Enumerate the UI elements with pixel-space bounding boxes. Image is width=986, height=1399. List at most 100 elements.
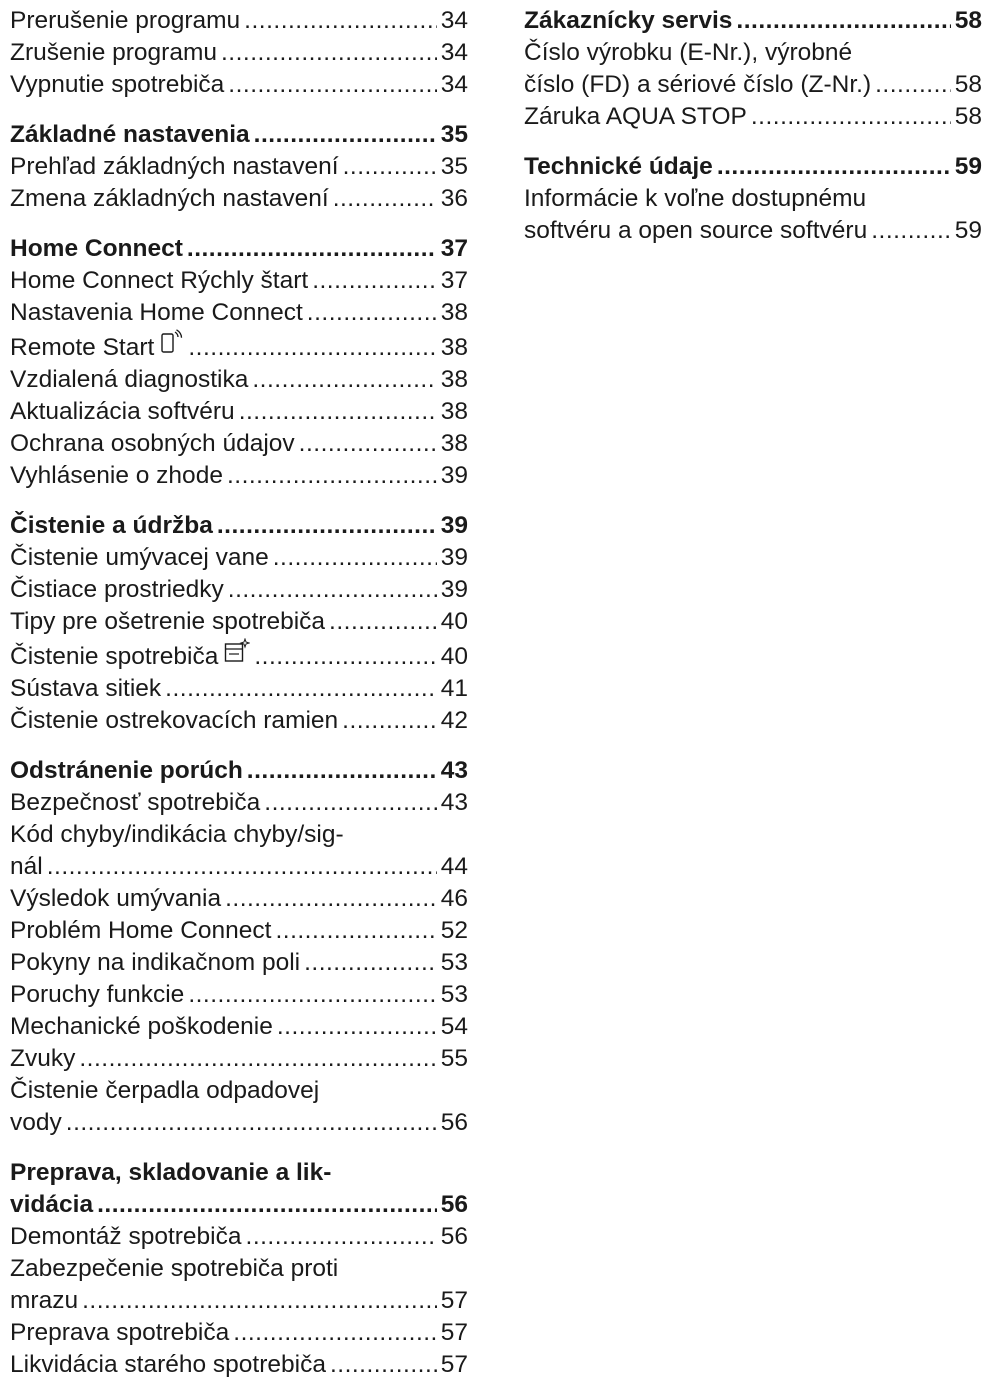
toc-entry-zmena-zakladnych-nastaveni-label: Zmena základných nastavení: [10, 185, 329, 212]
toc-entry-demontaz-spotrebica-page-number: 56: [440, 1223, 468, 1250]
toc-entry-nal-label: nál: [10, 853, 43, 880]
toc-entry-bezpecnost-spotrebica-label: Bezpečnosť spotrebiča: [10, 789, 261, 816]
dot-leader: [717, 151, 951, 183]
toc-entry-prerusenie-programu-label: Prerušenie programu: [10, 7, 241, 34]
toc-entry-sustava-sitiek-label: Sústava sitiek: [10, 675, 162, 702]
toc-right-column: Zákaznícky servis 58 Číslo výrobku (E-Nr.)…: [524, 5, 982, 265]
toc-entry-cistenie-ostrekovacich-ramien[interactable]: Čistenie ostrekovacích ramien 42: [10, 705, 468, 737]
toc-entry-prehlad-zakladnych-nastaveni-page-number: 35: [440, 153, 468, 180]
toc-entry-vyhlasenie-o-zhode-label: Vyhlásenie o zhode: [10, 462, 223, 489]
toc-heading-zakladne-nastavenia-page-number: 35: [440, 121, 468, 148]
toc-heading-vidacia-line1: Preprava, skladovanie a lik-: [10, 1159, 332, 1186]
dot-leader: [252, 364, 436, 396]
dot-leader: [244, 5, 437, 37]
toc-entry-bezpecnost-spotrebica-page-number: 43: [440, 789, 468, 816]
toc-entry-cistenie-umyvacej-vane-page-number: 39: [440, 544, 468, 571]
toc-entry-vypnutie-spotrebica-page-number: 34: [440, 71, 468, 98]
toc-entry-softveru-a-open-source-softveru[interactable]: softvéru a open source softvéru 59: [524, 215, 982, 247]
toc-entry-poruchy-funkcie[interactable]: Poruchy funkcie 53: [10, 979, 468, 1011]
toc-entry-cistiace-prostriedky[interactable]: Čistiace prostriedky 39: [10, 574, 468, 606]
toc-entry-zrusenie-programu-page-number: 34: [440, 39, 468, 66]
toc-heading-zakladne-nastavenia[interactable]: Základné nastavenia 35: [10, 119, 468, 151]
toc-entry-prehlad-zakladnych-nastaveni[interactable]: Prehľad základných nastavení 35: [10, 151, 468, 183]
toc-entry-vyhlasenie-o-zhode[interactable]: Vyhlásenie o zhode 39: [10, 460, 468, 492]
toc-entry-vysledok-umyvania[interactable]: Výsledok umývania 46: [10, 883, 468, 915]
toc-section: Základné nastavenia35Prehľad základných …: [10, 119, 468, 215]
toc-entry-vody[interactable]: vody 56: [10, 1107, 468, 1139]
toc-section: Home Connect 37 Home Connect Rýchly štart 3…: [10, 233, 468, 492]
toc-heading-odstranenie-poruch[interactable]: Odstránenie porúch 43: [10, 755, 468, 787]
toc-entry-cislo-fd-a-seriove-cislo-z-nr[interactable]: číslo (FD) a sériové číslo (Z-Nr.) 58: [524, 69, 982, 101]
dot-leader: [264, 787, 436, 819]
toc-entry-zmena-zakladnych-nastaveni[interactable]: Zmena základných nastavení 36: [10, 183, 468, 215]
dot-leader: [329, 606, 437, 638]
toc-entry-zrusenie-programu[interactable]: Zrušenie programu 34: [10, 37, 468, 69]
dot-leader: [188, 979, 436, 1011]
toc-entry-vody-label: vody: [10, 1109, 62, 1136]
toc-heading-home-connect[interactable]: Home Connect 37: [10, 233, 468, 265]
toc-entry-aktualizacia-softveru[interactable]: Aktualizácia softvéru 38: [10, 396, 468, 428]
toc-entry-vyhlasenie-o-zhode-page-number: 39: [440, 462, 468, 489]
toc-heading-odstranenie-poruch-page-number: 43: [440, 757, 468, 784]
toc-entry-vypnutie-spotrebica[interactable]: Vypnutie spotrebiča 34: [10, 69, 468, 101]
toc-entry-problem-home-connect[interactable]: Problém Home Connect 52: [10, 915, 468, 947]
toc-entry-nastavenia-home-connect[interactable]: Nastavenia Home Connect 38: [10, 297, 468, 329]
machine-care-icon: [224, 637, 251, 673]
dot-leader: [304, 947, 437, 979]
dot-leader: [97, 1189, 437, 1221]
toc-entry-ochrana-osobnych-udajov-page-number: 38: [440, 430, 468, 457]
toc-heading-cistenie-a-udrzba[interactable]: Čistenie a údržba 39: [10, 510, 468, 542]
dot-leader: [228, 69, 436, 101]
toc-entry-prerusenie-programu-page-number: 34: [440, 7, 468, 34]
dot-leader: [312, 265, 437, 297]
toc-entry-softveru-a-open-source-softveru-page-number: 59: [954, 217, 982, 244]
toc-entry-tipy-pre-osetrenie-spotrebica-label: Tipy pre ošetrenie spotrebiča: [10, 608, 326, 635]
toc-entry-cistenie-ostrekovacich-ramien-page-number: 42: [440, 707, 468, 734]
dot-leader: [333, 183, 437, 215]
toc-entry-vzdialena-diagnostika[interactable]: Vzdialená diagnostika 38: [10, 364, 468, 396]
toc-entry-prerusenie-programu[interactable]: Prerušenie programu 34: [10, 5, 468, 37]
toc-entry-ochrana-osobnych-udajov-label: Ochrana osobných údajov: [10, 430, 295, 457]
toc-entry-cistenie-spotrebica-label: Čistenie spotrebiča: [10, 643, 219, 670]
toc-entry-likvidacia-stareho-spotrebica[interactable]: Likvidácia starého spotrebiča 57: [10, 1349, 468, 1381]
dot-leader: [273, 542, 437, 574]
dot-leader: [66, 1107, 437, 1139]
toc-entry-mrazu[interactable]: mrazu 57: [10, 1285, 468, 1317]
dot-leader: [307, 297, 437, 329]
toc-entry-tipy-pre-osetrenie-spotrebica-page-number: 40: [440, 608, 468, 635]
toc-entry-cistenie-spotrebica[interactable]: Čistenie spotrebiča 40: [10, 637, 468, 673]
toc-entry-home-connect-rychly-start[interactable]: Home Connect Rýchly štart 37: [10, 265, 468, 297]
toc-entry-vzdialena-diagnostika-page-number: 38: [440, 366, 468, 393]
toc-entry-ochrana-osobnych-udajov[interactable]: Ochrana osobných údajov 38: [10, 428, 468, 460]
toc-heading-zakaznicky-servis[interactable]: Zákaznícky servis 58: [524, 5, 982, 37]
toc-entry-preprava-spotrebica-label: Preprava spotrebiča: [10, 1319, 230, 1346]
toc-entry-mechanicke-poskodenie[interactable]: Mechanické poškodenie 54: [10, 1011, 468, 1043]
toc-heading-zakaznicky-servis-page-number: 58: [954, 7, 982, 34]
toc-entry-preprava-spotrebica[interactable]: Preprava spotrebiča 57: [10, 1317, 468, 1349]
toc-entry-zvuky[interactable]: Zvuky 55: [10, 1043, 468, 1075]
toc-entry-mrazu-label: mrazu: [10, 1287, 79, 1314]
toc-entry-remote-start[interactable]: Remote Start 38: [10, 329, 468, 364]
dot-leader: [275, 915, 436, 947]
toc-entry-tipy-pre-osetrenie-spotrebica[interactable]: Tipy pre ošetrenie spotrebiča 40: [10, 606, 468, 638]
toc-entry-zmena-zakladnych-nastaveni-page-number: 36: [440, 185, 468, 212]
toc-entry-bezpecnost-spotrebica[interactable]: Bezpečnosť spotrebiča 43: [10, 787, 468, 819]
dot-leader: [343, 151, 437, 183]
toc-heading-zakladne-nastavenia-label: Základné nastavenia: [10, 121, 250, 148]
toc-entry-cistenie-umyvacej-vane[interactable]: Čistenie umývacej vane 39: [10, 542, 468, 574]
dot-leader: [299, 428, 437, 460]
toc-heading-technicke-udaje[interactable]: Technické údaje 59: [524, 151, 982, 183]
dot-leader: [247, 755, 437, 787]
toc-entry-aktualizacia-softveru-page-number: 38: [440, 398, 468, 425]
toc-heading-cistenie-a-udrzba-page-number: 39: [440, 512, 468, 539]
toc-entry-demontaz-spotrebica[interactable]: Demontáž spotrebiča 56: [10, 1221, 468, 1253]
dot-leader: [225, 883, 437, 915]
toc-entry-sustava-sitiek[interactable]: Sústava sitiek 41: [10, 673, 468, 705]
toc-heading-vidacia[interactable]: vidácia 56: [10, 1189, 468, 1221]
dot-leader: [217, 510, 437, 542]
toc-entry-pokyny-na-indikacnom-poli[interactable]: Pokyny na indikačnom poli 53: [10, 947, 468, 979]
toc-entry-zaruka-aqua-stop[interactable]: Záruka AQUA STOP 58: [524, 101, 982, 133]
toc-entry-nal[interactable]: nál 44: [10, 851, 468, 883]
toc-entry-vody-page-number: 56: [440, 1109, 468, 1136]
dot-leader: [221, 37, 437, 69]
